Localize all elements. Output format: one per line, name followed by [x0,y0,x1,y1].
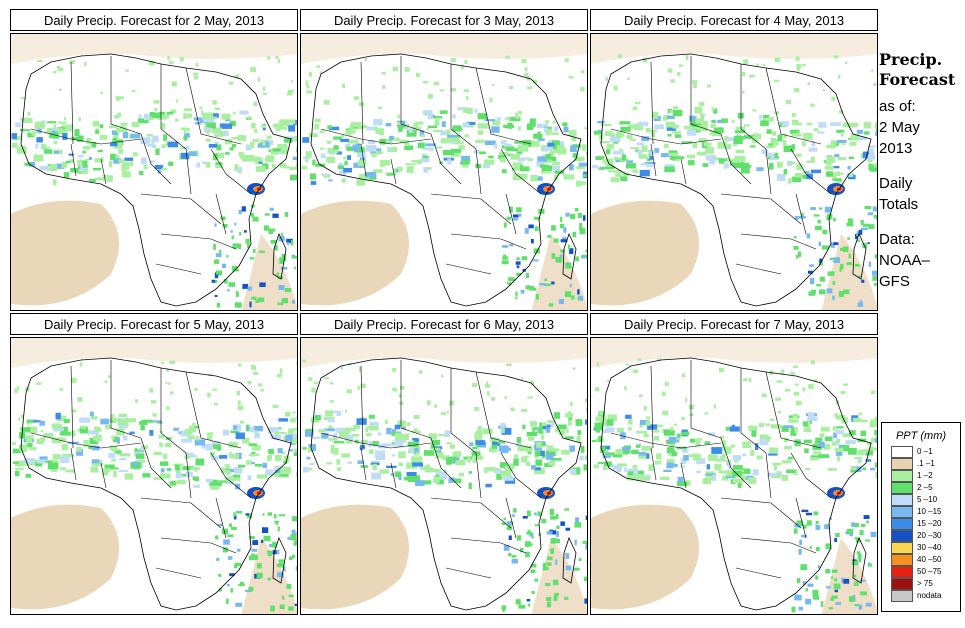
legend-item: .1 –1 [882,458,960,470]
data-source-2: GFS [879,273,910,290]
panel-title: Daily Precip. Forecast for 4 May, 2013 [590,9,878,31]
legend-label: 20 –30 [917,531,942,540]
panel-title: Daily Precip. Forecast for 3 May, 2013 [300,9,588,31]
legend-label: 50 –75 [917,567,942,576]
asof-year: 2013 [879,140,913,157]
legend-swatch [891,578,913,590]
precip-map [300,337,588,615]
legend-swatch [891,518,913,530]
precip-legend: PPT (mm) 0 –1 .1 –1 1 –2 2 –5 5 –10 10 –15 15 … [881,422,961,612]
legend-item: > 75 [882,578,960,590]
legend-swatch [891,470,913,482]
legend-swatch [891,458,913,470]
legend-title: PPT (mm) [895,430,947,442]
panel-title: Daily Precip. Forecast for 5 May, 2013 [10,313,298,335]
side-info: Precip. Forecast as of: 2 May 2013 Daily… [879,50,965,292]
forecast-panel-2: Daily Precip. Forecast for 3 May, 2013 [300,9,588,311]
legend-swatch [891,494,913,506]
totals-label: Totals [879,196,919,213]
legend-swatch [891,566,913,578]
legend-swatch [891,482,913,494]
legend-swatch [891,506,913,518]
legend-swatch [891,542,913,554]
legend-label: .1 –1 [917,459,935,468]
asof-date: 2 May [879,119,920,136]
legend-label: 0 –1 [917,447,933,456]
forecast-panel-1: Daily Precip. Forecast for 2 May, 2013 [10,9,298,311]
asof-label: as of: [879,98,916,115]
legend-item: 20 –30 [882,530,960,542]
legend-item: 40 –50 [882,554,960,566]
legend-label: 30 –40 [917,543,942,552]
panel-title: Daily Precip. Forecast for 2 May, 2013 [10,9,298,31]
legend-label: nodata [917,591,942,600]
precip-map [10,33,298,311]
legend-swatch [891,446,913,458]
precip-map [10,337,298,615]
precip-map [590,337,878,615]
legend-item: 1 –2 [882,470,960,482]
forecast-panel-6: Daily Precip. Forecast for 7 May, 2013 [590,313,878,615]
precip-map [300,33,588,311]
legend-swatch [891,530,913,542]
legend-item: nodata [882,590,960,602]
forecast-panel-4: Daily Precip. Forecast for 5 May, 2013 [10,313,298,615]
legend-label: 15 –20 [917,519,942,528]
precip-map [590,33,878,311]
forecast-title-line1: Precip. [879,50,943,69]
panel-title: Daily Precip. Forecast for 6 May, 2013 [300,313,588,335]
legend-item: 30 –40 [882,542,960,554]
legend-label: > 75 [917,579,933,588]
legend-item: 0 –1 [882,446,960,458]
panel-title: Daily Precip. Forecast for 7 May, 2013 [590,313,878,335]
forecast-title-line2: Forecast [879,70,956,89]
legend-swatch [891,554,913,566]
legend-swatch [891,590,913,602]
legend-item: 50 –75 [882,566,960,578]
forecast-panel-5: Daily Precip. Forecast for 6 May, 2013 [300,313,588,615]
legend-label: 10 –15 [917,507,942,516]
data-source-1: NOAA– [879,252,930,269]
legend-label: 5 –10 [917,495,938,504]
data-label: Data: [879,231,915,248]
legend-item: 5 –10 [882,494,960,506]
legend-label: 1 –2 [917,471,933,480]
legend-item: 10 –15 [882,506,960,518]
legend-label: 2 –5 [917,483,933,492]
legend-item: 2 –5 [882,482,960,494]
forecast-panel-3: Daily Precip. Forecast for 4 May, 2013 [590,9,878,311]
daily-label: Daily [879,175,913,192]
legend-label: 40 –50 [917,555,942,564]
legend-item: 15 –20 [882,518,960,530]
